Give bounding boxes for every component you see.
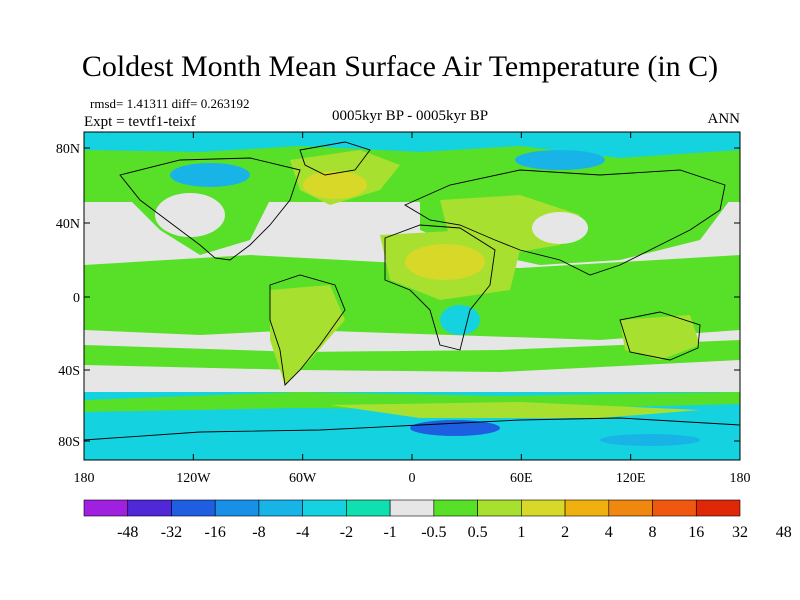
colorbar-label: -0.5 bbox=[421, 524, 446, 541]
coast-australia bbox=[619, 311, 701, 361]
season-label: ANN bbox=[708, 111, 741, 127]
coastlines bbox=[83, 141, 741, 441]
tibet-neutral bbox=[532, 212, 588, 244]
lat-tick-label: 40S bbox=[58, 364, 80, 379]
colorbar-swatch bbox=[695, 499, 741, 517]
colorbar-label: -32 bbox=[161, 524, 182, 541]
period-label: 0005kyr BP - 0005kyr BP bbox=[332, 108, 488, 124]
stats-label: rmsd= 1.41311 diff= 0.263192 bbox=[90, 96, 249, 111]
colorbar-label: -8 bbox=[252, 524, 265, 541]
africa-cool-spot bbox=[440, 305, 480, 335]
coast-antarctica bbox=[83, 417, 741, 441]
south-america-warm bbox=[270, 285, 345, 385]
colorbar-label: 32 bbox=[732, 524, 748, 541]
colorbar-label: 2 bbox=[561, 524, 569, 541]
anomaly-fields bbox=[84, 132, 740, 460]
map-panel bbox=[83, 131, 741, 461]
colorbar-label: 16 bbox=[688, 524, 704, 541]
axes: 80N 40N 0 40S 80S 180 120W 60W 0 60E 120E 180 bbox=[56, 132, 751, 486]
coast-africa bbox=[384, 224, 496, 351]
colorbar-swatch bbox=[433, 499, 478, 517]
experiment-label: Expt = tevtf1-teixf bbox=[84, 114, 196, 130]
southern-warm-band bbox=[84, 340, 740, 372]
chart-title: Coldest Month Mean Surface Air Temperatu… bbox=[81, 50, 719, 83]
colorbar-swatch bbox=[608, 499, 653, 517]
colorbar-swatch bbox=[521, 499, 566, 517]
coast-eurasia bbox=[404, 169, 726, 276]
antarctic-cold-spot bbox=[410, 420, 500, 436]
colorbar-label: 4 bbox=[605, 524, 613, 541]
colorbar-swatch bbox=[83, 499, 129, 517]
antarctic-cool-spot bbox=[600, 434, 700, 446]
colorbar-label: 0.5 bbox=[468, 524, 488, 541]
lon-tick-label: 120E bbox=[616, 471, 646, 486]
colorbar-swatch bbox=[652, 499, 697, 517]
colorbar-swatch bbox=[477, 499, 522, 517]
lon-tick-label: 180 bbox=[730, 471, 751, 486]
colorbar-swatch bbox=[171, 499, 216, 517]
arctic-canada-cool bbox=[170, 163, 250, 187]
colorbar-label: 8 bbox=[649, 524, 657, 541]
colorbar-swatch bbox=[564, 499, 610, 517]
lon-tick-label: 60E bbox=[510, 471, 533, 486]
colorbar-swatch bbox=[389, 499, 435, 517]
colorbar-label: 1 bbox=[517, 524, 525, 541]
lat-tick-label: 0 bbox=[73, 291, 80, 306]
colorbar-label: -2 bbox=[340, 524, 353, 541]
colorbar-label: -16 bbox=[205, 524, 226, 541]
lat-tick-label: 80S bbox=[58, 435, 80, 450]
lon-tick-label: 120W bbox=[176, 471, 211, 486]
australia-warm bbox=[620, 315, 700, 360]
southern-ocean-warm-strip-2 bbox=[330, 402, 700, 418]
colorbar-label: -1 bbox=[383, 524, 396, 541]
tropical-warm-band bbox=[84, 255, 740, 340]
lon-tick-label: 0 bbox=[409, 471, 416, 486]
coast-north-america bbox=[119, 157, 301, 261]
lat-tick-label: 80N bbox=[56, 142, 80, 157]
colorbar-label: -48 bbox=[117, 524, 138, 541]
arctic-siberia-cool bbox=[515, 150, 605, 170]
coast-greenland bbox=[299, 141, 371, 176]
colorbar-swatch bbox=[258, 499, 303, 517]
colorbar-label: -4 bbox=[296, 524, 309, 541]
colorbar: -48 -32 -16 -8 -4 -2 -1 -0.5 0.5 1 2 4 8 16 32 48 bbox=[83, 499, 792, 541]
colorbar-swatch bbox=[214, 499, 260, 517]
lon-tick-label: 180 bbox=[74, 471, 95, 486]
coast-south-america bbox=[269, 274, 346, 386]
north-atlantic-orange bbox=[303, 171, 367, 199]
north-america-neutral bbox=[155, 193, 225, 237]
sahara-strong bbox=[405, 244, 485, 280]
colorbar-swatch bbox=[346, 499, 391, 517]
colorbar-swatch bbox=[302, 499, 347, 517]
lat-tick-label: 40N bbox=[56, 217, 80, 232]
colorbar-label: 48 bbox=[776, 524, 792, 541]
colorbar-swatch bbox=[127, 499, 172, 517]
lon-tick-label: 60W bbox=[289, 471, 317, 486]
